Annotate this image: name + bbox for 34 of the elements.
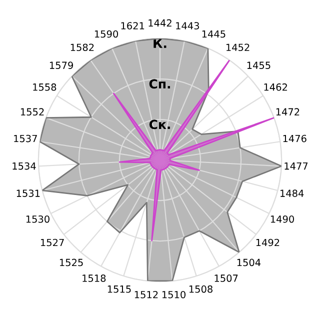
spoke-label: 1530 xyxy=(26,215,50,223)
spoke-label: 1515 xyxy=(108,286,131,293)
spoke-label: 1504 xyxy=(237,258,261,266)
spoke-label: 1579 xyxy=(50,62,73,69)
spoke-label: 1518 xyxy=(82,274,106,282)
spoke-label: 1445 xyxy=(202,30,226,38)
y-tick-label: К. xyxy=(154,38,166,48)
spoke-label: 1534 xyxy=(12,162,36,170)
spoke-label: 1492 xyxy=(256,238,280,246)
spoke-label: 1508 xyxy=(189,285,212,293)
spoke-label: 1531 xyxy=(16,190,40,197)
spoke-label: 1484 xyxy=(280,190,304,197)
spoke-label: 1621 xyxy=(121,22,144,30)
spoke-label: 1507 xyxy=(214,274,238,282)
spoke-label: 1512 xyxy=(134,290,158,298)
spoke-label: 1590 xyxy=(94,30,118,38)
spoke-label: 1525 xyxy=(60,258,83,266)
spoke-label: 1537 xyxy=(14,134,37,142)
spoke-label: 1558 xyxy=(33,83,56,91)
spoke-label: 1472 xyxy=(276,108,300,116)
y-tick-label: Ск. xyxy=(149,120,170,130)
spoke-label: 1490 xyxy=(270,215,294,223)
spoke-label: 1442 xyxy=(148,19,172,26)
spoke-label: 1552 xyxy=(20,108,44,116)
spoke-label: 1476 xyxy=(283,134,306,142)
spoke-label: 1582 xyxy=(70,44,94,52)
spoke-label: 1462 xyxy=(264,83,287,91)
spoke-label: 1527 xyxy=(41,238,64,246)
spoke-label: 1455 xyxy=(247,62,270,69)
spoke-label: 1452 xyxy=(226,44,250,52)
y-tick-label: Сп. xyxy=(149,79,170,89)
spoke-label: 1510 xyxy=(162,290,186,298)
spoke-label: 1443 xyxy=(176,22,200,30)
spoke-label: 1477 xyxy=(284,162,308,170)
